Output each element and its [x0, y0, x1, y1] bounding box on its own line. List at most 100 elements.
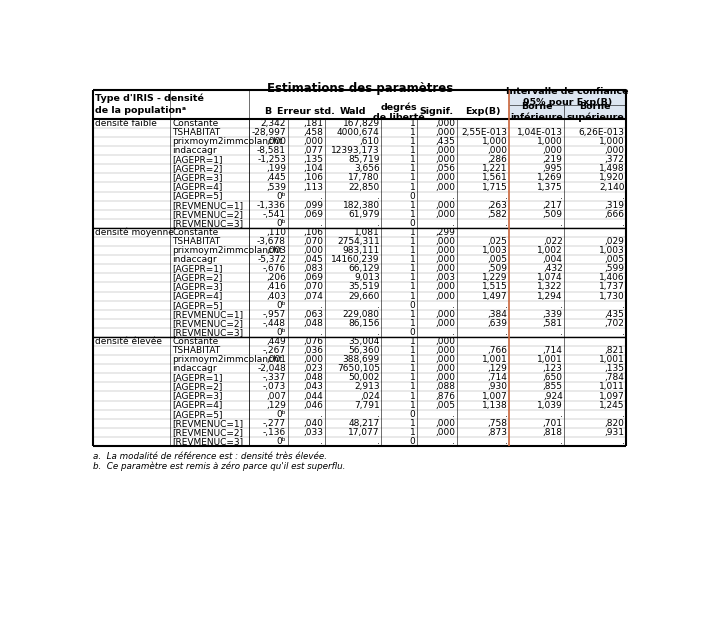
- Text: ,077: ,077: [303, 146, 323, 155]
- Text: ,610: ,610: [360, 137, 380, 146]
- Text: 0ᵇ: 0ᵇ: [276, 328, 286, 337]
- Text: 22,850: 22,850: [349, 182, 380, 191]
- Text: ,000: ,000: [543, 146, 563, 155]
- Text: ,044: ,044: [303, 391, 323, 401]
- Text: [AGEPR=5]: [AGEPR=5]: [172, 192, 223, 201]
- Text: ,000: ,000: [435, 364, 455, 373]
- Text: ,003: ,003: [266, 246, 286, 255]
- Text: ,110: ,110: [266, 228, 286, 237]
- Text: ,876: ,876: [435, 391, 455, 401]
- Text: ,005: ,005: [435, 401, 455, 409]
- Text: -,277: -,277: [263, 419, 286, 428]
- Text: densité élevée: densité élevée: [95, 337, 162, 346]
- Text: ,458: ,458: [303, 128, 323, 137]
- Text: 2,913: 2,913: [354, 382, 380, 391]
- Text: [AGEPR=3]: [AGEPR=3]: [172, 174, 223, 182]
- Text: [AGEPR=4]: [AGEPR=4]: [172, 292, 223, 301]
- Text: .: .: [621, 409, 625, 419]
- Text: 1: 1: [409, 391, 416, 401]
- Text: [REVMENUC=1]: [REVMENUC=1]: [172, 201, 243, 210]
- Text: ,000: ,000: [604, 146, 625, 155]
- Text: [AGEPR=2]: [AGEPR=2]: [172, 382, 223, 391]
- Text: 35,004: 35,004: [349, 337, 380, 346]
- Text: .: .: [320, 328, 323, 337]
- Text: 1,000: 1,000: [537, 137, 563, 146]
- Text: ,319: ,319: [604, 201, 625, 210]
- Text: ,003: ,003: [435, 273, 455, 282]
- Text: 1: 1: [409, 319, 416, 328]
- Text: ,432: ,432: [543, 264, 563, 273]
- Text: .: .: [621, 192, 625, 201]
- Text: 6,26E-013: 6,26E-013: [578, 128, 625, 137]
- Text: ,924: ,924: [543, 391, 563, 401]
- Text: 1,406: 1,406: [599, 273, 625, 282]
- Text: 1: 1: [409, 182, 416, 191]
- Text: 1: 1: [409, 419, 416, 428]
- Text: ,820: ,820: [604, 419, 625, 428]
- Text: 12393,173: 12393,173: [331, 146, 380, 155]
- Text: ,113: ,113: [303, 182, 323, 191]
- Text: 1,000: 1,000: [599, 137, 625, 146]
- Text: ,000: ,000: [435, 119, 455, 128]
- Text: 0: 0: [409, 192, 416, 201]
- Text: -,541: -,541: [263, 210, 286, 219]
- Text: ,129: ,129: [266, 401, 286, 409]
- Text: .: .: [377, 328, 380, 337]
- Text: ,048: ,048: [303, 319, 323, 328]
- Text: ,821: ,821: [604, 346, 625, 355]
- Text: ,435: ,435: [604, 310, 625, 319]
- Text: 9,013: 9,013: [354, 273, 380, 282]
- Text: ,435: ,435: [435, 137, 455, 146]
- Text: 50,002: 50,002: [349, 373, 380, 382]
- Text: ,931: ,931: [604, 428, 625, 437]
- Text: 1: 1: [409, 128, 416, 137]
- Text: ,000: ,000: [435, 155, 455, 164]
- Text: [AGEPR=5]: [AGEPR=5]: [172, 301, 223, 309]
- Text: ,022: ,022: [543, 237, 563, 246]
- Text: ,000: ,000: [435, 174, 455, 182]
- Text: ,449: ,449: [267, 337, 286, 346]
- Text: Constante: Constante: [172, 228, 218, 237]
- Text: ,000: ,000: [435, 264, 455, 273]
- Text: 1: 1: [409, 364, 416, 373]
- Text: 1: 1: [409, 337, 416, 346]
- Text: ,005: ,005: [604, 255, 625, 264]
- Text: ,219: ,219: [543, 155, 563, 164]
- Text: ,701: ,701: [543, 419, 563, 428]
- Text: ,104: ,104: [303, 164, 323, 173]
- Text: ,000: ,000: [435, 246, 455, 255]
- Text: 0: 0: [409, 409, 416, 419]
- Text: .: .: [621, 437, 625, 446]
- Text: 56,360: 56,360: [349, 346, 380, 355]
- Text: 1: 1: [409, 174, 416, 182]
- Text: .: .: [452, 437, 455, 446]
- Text: 1: 1: [409, 237, 416, 246]
- Text: ,063: ,063: [303, 310, 323, 319]
- Text: .: .: [452, 192, 455, 201]
- Text: Borne
inférieure: Borne inférieure: [510, 102, 563, 122]
- Text: ,046: ,046: [303, 401, 323, 409]
- Text: .: .: [560, 328, 563, 337]
- Text: .: .: [320, 437, 323, 446]
- Text: 1: 1: [409, 428, 416, 437]
- Text: .: .: [377, 437, 380, 446]
- Text: ,000: ,000: [435, 373, 455, 382]
- Text: ,784: ,784: [604, 373, 625, 382]
- Text: -,136: -,136: [263, 428, 286, 437]
- Text: Exp(B): Exp(B): [465, 107, 501, 116]
- Text: ,599: ,599: [604, 264, 625, 273]
- Text: ,135: ,135: [604, 364, 625, 373]
- Text: 1,138: 1,138: [482, 401, 508, 409]
- Text: ,069: ,069: [303, 273, 323, 282]
- Text: 1: 1: [409, 264, 416, 273]
- Text: 1,498: 1,498: [599, 164, 625, 173]
- Text: ,000: ,000: [435, 292, 455, 301]
- Text: b.  Ce paramètre est remis à zéro parce qu'il est superflu.: b. Ce paramètre est remis à zéro parce q…: [93, 461, 346, 471]
- Text: 1: 1: [409, 246, 416, 255]
- Text: 0ᵇ: 0ᵇ: [276, 301, 286, 309]
- Text: ,286: ,286: [488, 155, 508, 164]
- Text: Wald: Wald: [340, 107, 366, 116]
- Text: -,267: -,267: [263, 346, 286, 355]
- Text: 66,129: 66,129: [349, 264, 380, 273]
- Text: 1,715: 1,715: [482, 182, 508, 191]
